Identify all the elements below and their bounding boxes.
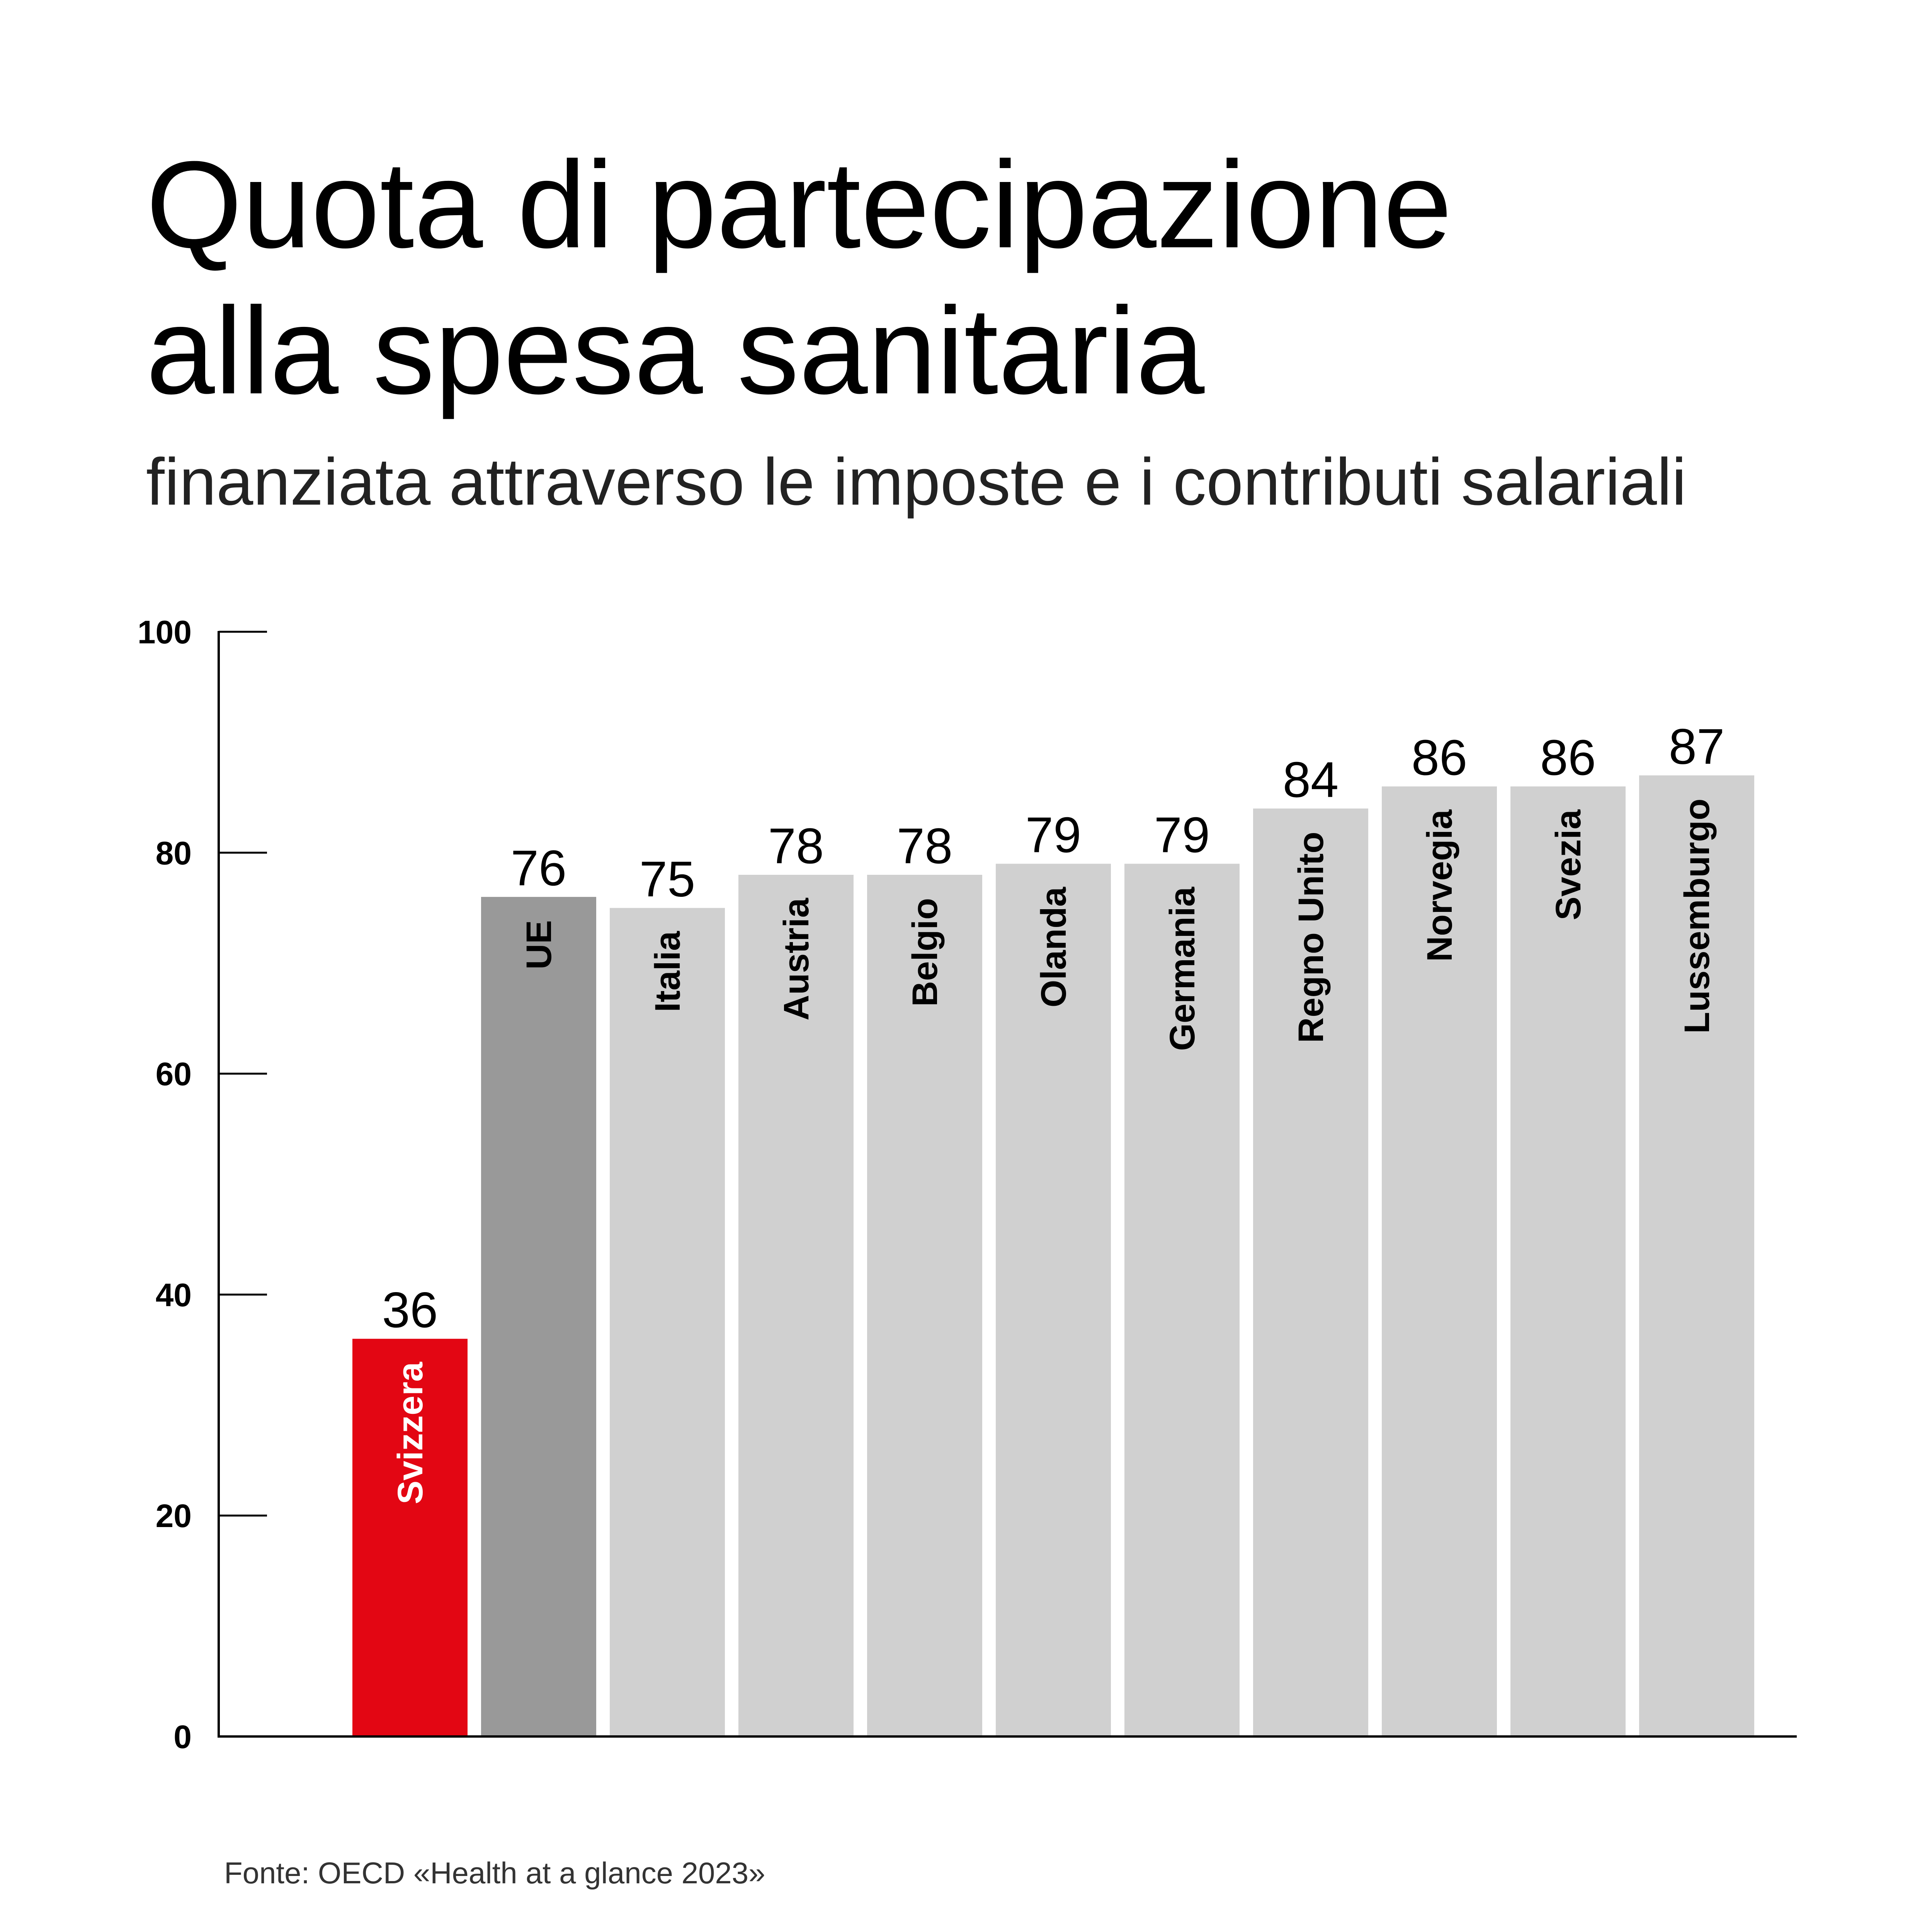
value-label: 79 — [1154, 806, 1210, 863]
bar-svezia — [1510, 786, 1626, 1736]
bar-ue — [481, 897, 596, 1736]
bar-svizzera — [352, 1338, 468, 1736]
value-label: 78 — [768, 818, 824, 874]
bars: 36 Svizzera 76 UE 75 Italia 78 Austria 78 Belgio 7… — [352, 718, 1754, 1737]
y-tick-label: 40 — [156, 1277, 192, 1313]
value-label: 86 — [1412, 729, 1468, 786]
bar-belgio — [867, 874, 982, 1736]
chart-title-line-2: alla spesa sanitaria — [146, 281, 1205, 420]
bar-category-label: Germania — [1163, 887, 1202, 1051]
bar-category-label: Belgio — [905, 898, 945, 1007]
bar-olanda — [996, 864, 1111, 1736]
bar-lussemburgo — [1639, 775, 1754, 1737]
value-label: 76 — [511, 840, 567, 896]
y-tick-label: 20 — [156, 1498, 192, 1534]
bar-norvegia — [1382, 786, 1497, 1736]
value-label: 36 — [382, 1282, 438, 1338]
y-tick-label: 80 — [156, 835, 192, 871]
source-note: Fonte: OECD «Health at a glance 2023» — [224, 1856, 765, 1890]
value-label: 86 — [1540, 729, 1596, 786]
y-tick-label: 0 — [173, 1719, 192, 1755]
bar-category-label: Norvegia — [1420, 809, 1459, 962]
bar-austria — [738, 874, 854, 1736]
bar-category-label: Italia — [648, 931, 687, 1012]
bar-category-label: Svizzera — [391, 1362, 430, 1504]
chart-title-line-1: Quota di partecipazione — [146, 135, 1452, 274]
bar-category-label: Regno Unito — [1291, 832, 1331, 1043]
y-axis: 0 20 40 60 80 100 — [138, 614, 267, 1755]
value-label: 79 — [1026, 806, 1082, 863]
bar-italia — [610, 908, 725, 1736]
value-label: 84 — [1283, 751, 1339, 808]
y-tick-label: 60 — [156, 1056, 192, 1092]
bar-category-label: Svezia — [1549, 809, 1588, 920]
value-label: 87 — [1669, 718, 1725, 775]
bar-category-label: Lussemburgo — [1677, 799, 1717, 1034]
y-tick-label: 100 — [138, 614, 192, 650]
bar-regno-unito — [1253, 808, 1368, 1736]
value-label: 75 — [639, 851, 696, 907]
bar-category-label: UE — [519, 920, 559, 969]
bar-category-label: Austria — [777, 898, 816, 1020]
value-label: 78 — [897, 818, 953, 874]
bar-category-label: Olanda — [1034, 887, 1073, 1008]
chart-subtitle: finanziata attraverso le imposte e i con… — [146, 445, 1687, 519]
bar-germania — [1124, 864, 1240, 1736]
